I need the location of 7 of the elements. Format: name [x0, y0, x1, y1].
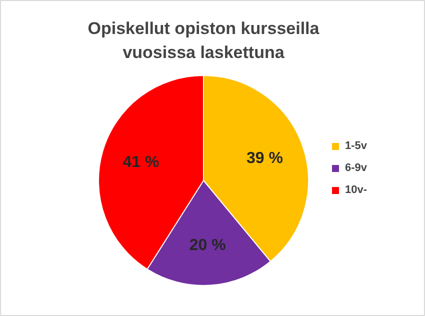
data-label: 20 %: [189, 236, 226, 254]
legend-label: 10v-: [345, 184, 368, 196]
chart-title: Opiskellut opiston kursseilla vuosissa laskettuna: [88, 19, 320, 62]
legend-label: 1-5v: [345, 140, 368, 152]
data-label: 39 %: [246, 150, 283, 167]
legend-label: 6-9v: [345, 162, 368, 174]
data-label: 41 %: [122, 154, 160, 171]
